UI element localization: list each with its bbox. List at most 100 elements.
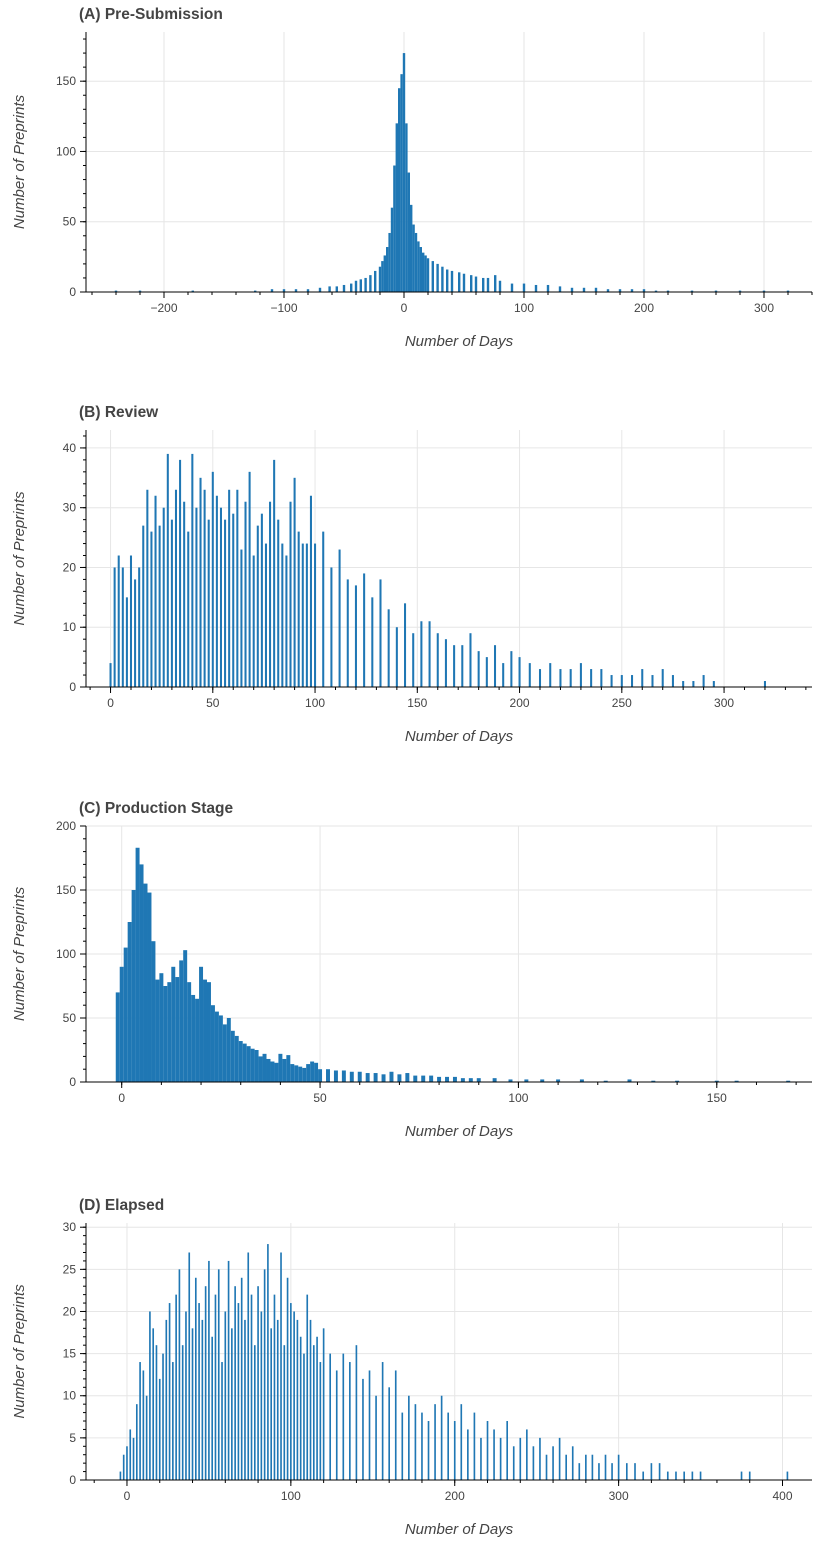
bar: [248, 471, 251, 687]
y-axis-label: Number of Preprints: [11, 94, 28, 229]
bar: [692, 681, 695, 687]
bar: [364, 277, 367, 292]
bar: [579, 1079, 584, 1082]
bar: [234, 1286, 236, 1480]
bar: [242, 1043, 247, 1082]
bar: [786, 1080, 791, 1082]
bar: [335, 1370, 338, 1480]
bar: [578, 1463, 581, 1480]
bar: [293, 477, 296, 687]
bar: [240, 1277, 243, 1480]
bar: [405, 123, 408, 292]
bar: [395, 627, 398, 687]
bar: [354, 585, 357, 687]
bar: [590, 669, 593, 687]
bar: [127, 922, 132, 1082]
bar: [280, 1252, 282, 1480]
y-tick-label: 5: [69, 1431, 76, 1445]
bar: [195, 507, 198, 687]
bar: [305, 543, 308, 687]
bar: [402, 53, 406, 292]
bar: [159, 973, 164, 1082]
bar: [419, 247, 422, 292]
bar: [115, 992, 120, 1082]
bar: [303, 1353, 305, 1480]
bar: [143, 883, 148, 1082]
bar: [618, 289, 622, 292]
bar: [278, 1053, 283, 1082]
chart-b: 0 50 100 150 200 250 300 0 10 20 30 40 Number of Day…: [11, 430, 812, 745]
y-tick-label: 30: [63, 1220, 77, 1234]
bar: [426, 258, 430, 292]
bar: [155, 1345, 158, 1480]
bar: [512, 1446, 515, 1480]
bar: [138, 567, 141, 687]
y-axis-label: Number of Preprints: [11, 491, 28, 626]
x-tick-label: −200: [150, 301, 177, 315]
bar: [322, 1328, 325, 1480]
bar: [650, 1463, 653, 1480]
bar: [274, 1062, 279, 1082]
bar: [290, 1303, 292, 1480]
bar: [651, 1080, 656, 1082]
bar: [397, 1074, 402, 1082]
bar: [482, 277, 485, 292]
bar: [135, 1404, 138, 1480]
bar: [247, 1252, 250, 1480]
bar: [294, 289, 298, 292]
bar: [273, 1294, 276, 1480]
bar: [786, 1471, 789, 1480]
bar: [702, 675, 705, 687]
y-tick-label: 25: [63, 1262, 77, 1276]
x-tick-label: 100: [514, 301, 534, 315]
bar: [355, 1345, 358, 1480]
bar: [401, 1412, 404, 1480]
bar: [453, 1421, 456, 1480]
bar: [149, 1311, 151, 1480]
bar: [185, 1311, 187, 1480]
bar: [151, 941, 156, 1082]
bar: [294, 1065, 299, 1082]
bar: [191, 290, 194, 292]
bar: [400, 74, 403, 292]
bar: [175, 1294, 177, 1480]
chart-title: (A) Pre-Submission: [79, 6, 223, 23]
bar: [441, 266, 444, 292]
bar: [526, 1429, 528, 1480]
bar: [524, 1079, 529, 1082]
bar: [428, 621, 431, 687]
bar: [714, 290, 718, 292]
bar: [683, 1471, 685, 1480]
bar: [458, 272, 461, 292]
x-axis-label: Number of Days: [405, 1521, 514, 1538]
bar: [314, 543, 317, 687]
x-tick-label: 400: [772, 1489, 792, 1503]
bar: [502, 663, 505, 687]
bar: [191, 994, 196, 1082]
bar: [538, 669, 542, 687]
bar: [414, 1404, 417, 1480]
bar: [362, 1378, 364, 1480]
bar: [194, 1277, 197, 1480]
bar: [440, 1395, 443, 1480]
bar: [290, 1064, 295, 1082]
bar: [610, 675, 613, 687]
bar: [342, 1353, 345, 1480]
bar: [417, 241, 420, 292]
bar: [486, 1421, 489, 1480]
x-axis-label: Number of Days: [405, 728, 514, 745]
bar: [309, 1319, 312, 1480]
chart-panel-a: (A) Pre-Submission −200 −100 0 100 200 300 0 50…: [0, 0, 816, 370]
bar: [740, 1471, 743, 1480]
chart-d: 0 100 200 300 400 0 5 10 15 20 25 30 Number of Days N…: [11, 1220, 812, 1538]
bar: [510, 651, 513, 687]
bar: [328, 286, 331, 292]
y-tick-label: 20: [63, 1304, 77, 1318]
bar: [346, 579, 349, 687]
bar: [231, 1328, 233, 1480]
bar: [312, 1345, 315, 1480]
bar: [122, 1454, 125, 1480]
bar: [170, 519, 173, 687]
y-tick-label: 50: [63, 1011, 77, 1025]
bar: [427, 1421, 430, 1480]
